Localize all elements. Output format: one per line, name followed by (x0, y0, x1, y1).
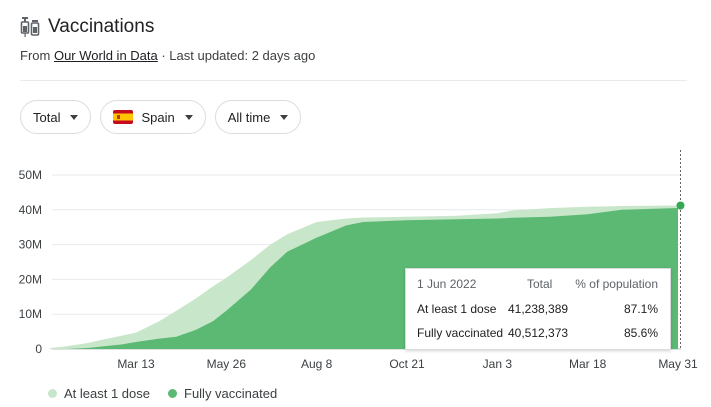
legend-item-at-least-1-dose[interactable]: At least 1 dose (48, 386, 150, 401)
tooltip-row-total: 40,512,373 (508, 326, 569, 340)
hover-point (676, 201, 685, 210)
y-tick-label: 30M (19, 238, 42, 252)
chart-legend: At least 1 dose Fully vaccinated (48, 386, 295, 401)
tooltip-row-pct: 87.1% (623, 302, 658, 316)
tooltip-date: 1 Jun 2022 (417, 277, 477, 291)
tooltip-pct-header: % of population (575, 277, 658, 291)
x-tick-label: Jan 3 (483, 357, 513, 371)
last-updated-text: · Last updated: 2 days ago (157, 48, 316, 63)
tooltip-row-total: 41,238,389 (508, 302, 569, 316)
filter-chips: Total Spain All time (20, 100, 302, 134)
chart-header: Vaccinations (20, 16, 154, 38)
chart-tooltip: 1 Jun 2022 Total % of population At leas… (405, 268, 671, 350)
y-tick-label: 40M (19, 203, 42, 217)
page-title: Vaccinations (48, 16, 155, 37)
tooltip-row-label: Fully vaccinated (417, 326, 504, 340)
country-dropdown[interactable]: Spain (100, 100, 206, 134)
caret-down-icon (70, 114, 79, 120)
source-link[interactable]: Our World in Data (53, 48, 158, 63)
y-tick-label: 20M (19, 272, 42, 286)
legend-swatch (168, 389, 177, 398)
y-tick-label: 50M (19, 168, 42, 182)
x-tick-label: Mar 18 (569, 357, 607, 371)
tooltip-row-label: At least 1 dose (417, 302, 497, 316)
time-range-dropdown-label: All time (227, 109, 271, 125)
country-dropdown-label: Spain (141, 109, 175, 125)
source-prefix: From (20, 48, 54, 63)
legend-label: At least 1 dose (64, 386, 150, 401)
metric-dropdown[interactable]: Total (20, 100, 92, 134)
x-tick-label: May 26 (207, 357, 247, 371)
tooltip-total-header: Total (527, 277, 553, 291)
x-tick-label: Oct 21 (389, 357, 425, 371)
time-range-dropdown[interactable]: All time (214, 100, 302, 134)
x-tick-label: May 31 (658, 357, 698, 371)
header-divider (20, 80, 687, 81)
caret-down-icon (184, 114, 193, 120)
legend-item-fully-vaccinated[interactable]: Fully vaccinated (168, 386, 277, 401)
x-tick-label: Aug 8 (301, 357, 333, 371)
tooltip-row-pct: 85.6% (623, 326, 658, 340)
legend-label: Fully vaccinated (184, 386, 278, 401)
spain-flag-icon (113, 110, 134, 124)
y-tick-label: 10M (19, 307, 42, 321)
source-line: From Our World in Data · Last updated: 2… (20, 48, 315, 63)
x-tick-label: Mar 13 (117, 357, 155, 371)
metric-dropdown-label: Total (33, 109, 61, 125)
legend-swatch (48, 389, 57, 398)
caret-down-icon (280, 114, 289, 120)
y-tick-label: 0 (35, 342, 42, 356)
syringe-icon (20, 17, 40, 37)
